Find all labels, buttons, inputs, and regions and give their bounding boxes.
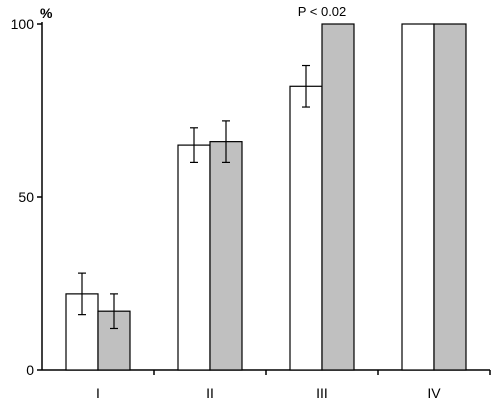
x-tick-label-III: III [316,385,328,401]
bar-III-series-1 [289,85,323,371]
x-tick-label-II: II [206,385,214,401]
annotation-p-value: P < 0.02 [298,4,347,19]
y-axis-label: % [40,5,53,21]
y-tick-label: 100 [11,16,35,32]
y-tick-label: 50 [18,189,34,205]
bar-III-series-2 [321,23,355,371]
x-tick-label-IV: IV [427,385,441,401]
y-tick-label: 0 [26,362,34,378]
x-tick-label-I: I [96,385,100,401]
bar-II-series-2 [209,141,243,371]
bar-IV-series-1 [401,23,435,371]
bar-II-series-1 [177,144,211,371]
bar-IV-series-2 [433,23,467,371]
